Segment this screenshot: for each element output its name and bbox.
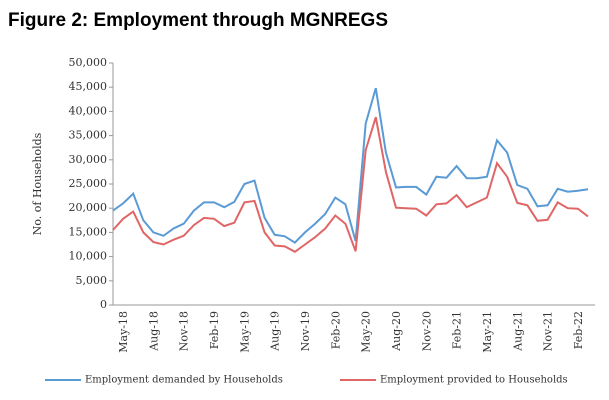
- y-tick-label: 15,000: [69, 225, 108, 238]
- x-tick-label: Nov-21: [542, 311, 555, 351]
- x-tick-label: May-18: [117, 311, 130, 353]
- x-tick-label: Aug-21: [511, 311, 524, 352]
- y-tick-label: 45,000: [69, 80, 108, 93]
- x-tick-label: Aug-19: [269, 311, 282, 352]
- x-tick-label: May-21: [481, 311, 494, 353]
- y-tick-label: 5,000: [76, 274, 108, 287]
- y-tick-label: 20,000: [69, 201, 108, 214]
- y-tick-label: 10,000: [69, 250, 108, 263]
- x-tick-label: Aug-20: [390, 311, 403, 352]
- x-tick-label: May-20: [360, 311, 373, 353]
- y-tick-label: 30,000: [69, 153, 108, 166]
- x-tick-label: Nov-19: [299, 311, 312, 351]
- y-tick-label: 0: [100, 298, 107, 311]
- legend-label: Employment demanded by Households: [85, 375, 283, 386]
- x-tick-label: Nov-18: [178, 311, 191, 351]
- chart-title: Figure 2: Employment through MGNREGS: [8, 10, 388, 31]
- y-tick-label: 40,000: [69, 104, 108, 117]
- y-tick-label: 25,000: [69, 177, 108, 190]
- x-tick-label: Aug-18: [147, 311, 160, 352]
- y-axis-label: No. of Households: [31, 132, 44, 235]
- x-tick-label: Feb-22: [572, 311, 585, 349]
- x-tick-label: May-19: [238, 311, 251, 353]
- legend-label: Employment provided to Households: [380, 375, 568, 386]
- y-tick-label: 35,000: [69, 129, 108, 142]
- y-tick-label: 50,000: [69, 56, 108, 69]
- x-tick-label: Feb-21: [451, 311, 464, 349]
- x-tick-label: Nov-20: [420, 311, 433, 351]
- line-series: [112, 87, 589, 244]
- x-tick-label: Feb-20: [329, 311, 342, 349]
- x-tick-label: Feb-19: [208, 311, 221, 349]
- line-series: [112, 116, 589, 253]
